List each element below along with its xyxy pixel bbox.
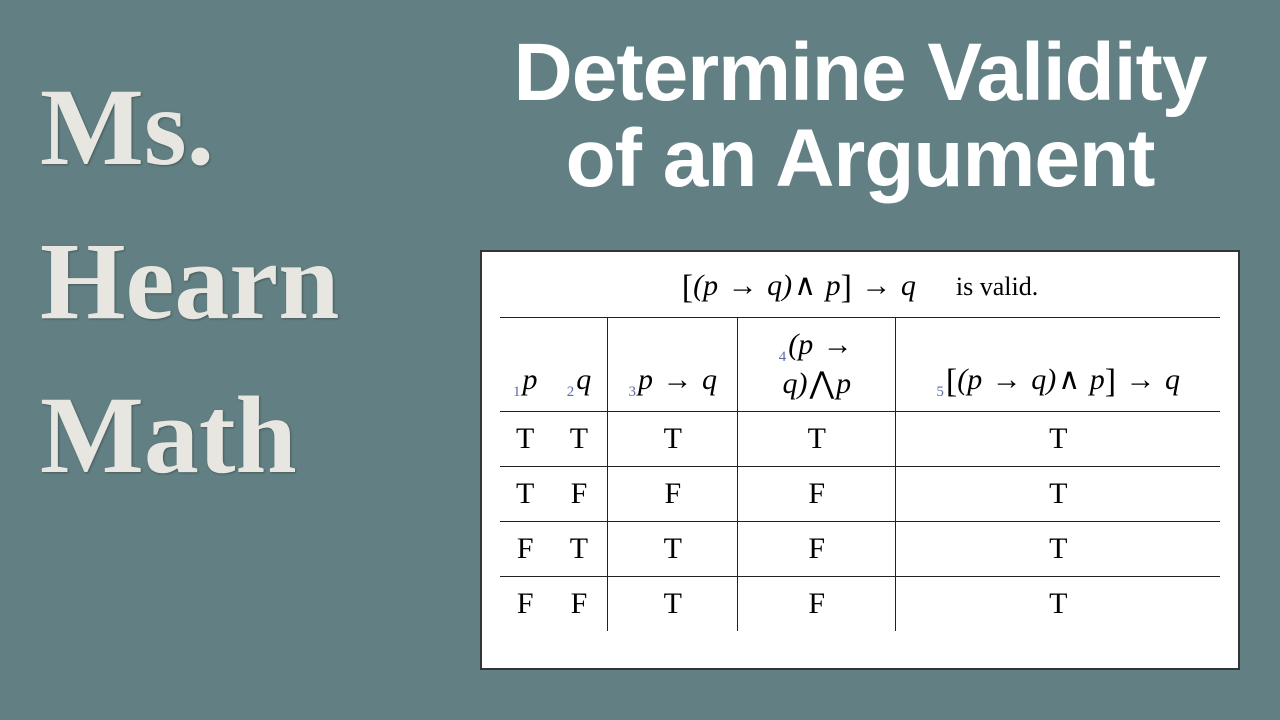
truth-table-column-header: 5[(p → q)∧ p] → q bbox=[896, 318, 1220, 412]
truth-table-column-header: 2q bbox=[550, 318, 608, 412]
truth-table-column-header: 3p → q bbox=[608, 318, 738, 412]
topic-title-line2: of an Argument bbox=[480, 116, 1240, 202]
truth-table-row: FFTFT bbox=[500, 577, 1220, 632]
topic-title-line1: Determine Validity bbox=[480, 30, 1240, 116]
truth-table-cell: T bbox=[896, 577, 1220, 632]
truth-table-cell: T bbox=[550, 522, 608, 577]
truth-table-cell: T bbox=[608, 522, 738, 577]
truth-table-cell: T bbox=[500, 412, 550, 467]
formula-row: [(p → q)∧ p] → q is valid. bbox=[500, 264, 1220, 318]
truth-table-cell: T bbox=[896, 412, 1220, 467]
truth-table-cell: F bbox=[608, 467, 738, 522]
truth-table-row: FTTFT bbox=[500, 522, 1220, 577]
valid-label: is valid. bbox=[956, 272, 1038, 302]
truth-table-column-header: 4(p → q)⋀p bbox=[738, 318, 896, 412]
truth-table-cell: F bbox=[738, 522, 896, 577]
truth-table-header-row: 1p2q3p → q4(p → q)⋀p5[(p → q)∧ p] → q bbox=[500, 318, 1220, 412]
truth-table-cell: F bbox=[738, 577, 896, 632]
channel-title-line2: Hearn bbox=[40, 204, 339, 358]
truth-table: 1p2q3p → q4(p → q)⋀p5[(p → q)∧ p] → q TT… bbox=[500, 318, 1220, 631]
argument-formula: [(p → q)∧ p] → q bbox=[682, 268, 916, 307]
truth-table-cell: T bbox=[896, 522, 1220, 577]
truth-table-row: TTTTT bbox=[500, 412, 1220, 467]
truth-table-cell: F bbox=[550, 577, 608, 632]
channel-title-line1: Ms. bbox=[40, 50, 339, 204]
truth-table-cell: T bbox=[608, 577, 738, 632]
truth-table-column-header: 1p bbox=[500, 318, 550, 412]
channel-title-line3: Math bbox=[40, 358, 339, 512]
truth-table-cell: F bbox=[500, 577, 550, 632]
truth-table-cell: T bbox=[896, 467, 1220, 522]
truth-table-cell: T bbox=[550, 412, 608, 467]
truth-table-panel: [(p → q)∧ p] → q is valid. 1p2q3p → q4(p… bbox=[480, 250, 1240, 670]
truth-table-cell: F bbox=[738, 467, 896, 522]
channel-title: Ms. Hearn Math bbox=[40, 50, 339, 512]
truth-table-cell: F bbox=[500, 522, 550, 577]
truth-table-cell: T bbox=[500, 467, 550, 522]
truth-table-cell: T bbox=[608, 412, 738, 467]
topic-title: Determine Validity of an Argument bbox=[480, 30, 1240, 202]
truth-table-cell: F bbox=[550, 467, 608, 522]
truth-table-cell: T bbox=[738, 412, 896, 467]
truth-table-row: TFFFT bbox=[500, 467, 1220, 522]
